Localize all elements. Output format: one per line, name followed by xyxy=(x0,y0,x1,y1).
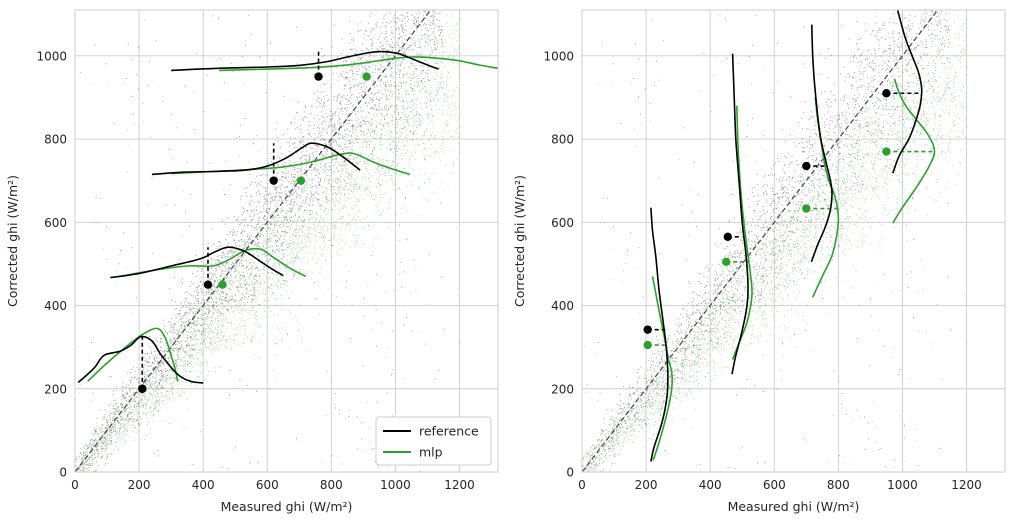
y-tick-label: 600 xyxy=(44,216,67,230)
mlp-bin-marker xyxy=(362,72,371,81)
reference-density-curve xyxy=(77,335,204,384)
legend: reference mlp xyxy=(375,416,492,466)
y-tick-label: 600 xyxy=(551,216,574,230)
reference-density-curve xyxy=(810,24,833,263)
y-tick-label: 800 xyxy=(551,133,574,147)
y-tick-label: 400 xyxy=(551,299,574,313)
legend-mlp-label: mlp xyxy=(419,445,443,460)
reference-bin-marker xyxy=(314,72,323,81)
y-axis-label: Corrected ghi (W/m²) xyxy=(512,175,527,307)
mlp-bin-marker xyxy=(643,340,652,350)
mlp-bin-marker xyxy=(802,204,811,213)
mlp-bin-marker xyxy=(882,147,891,156)
x-tick-label: 1200 xyxy=(951,478,982,492)
reference-density-curve xyxy=(650,207,669,462)
legend-reference-label: reference xyxy=(419,424,479,439)
x-tick-label: 1200 xyxy=(444,478,475,492)
y-tick-label: 0 xyxy=(59,466,67,480)
plot-frame xyxy=(581,9,1006,473)
right-panel: 0 200 400 600 800 1000 1200 0 200 400 600 800 1000 Me… xyxy=(512,9,1006,514)
x-axis-label: Measured ghi (W/m²) xyxy=(221,499,353,514)
x-tick-label: 1000 xyxy=(380,478,411,492)
x-axis-label: Measured ghi (W/m²) xyxy=(728,499,860,514)
reference-scatter xyxy=(582,10,952,472)
mlp-bin-marker xyxy=(296,176,306,185)
mlp-scatter xyxy=(582,12,968,472)
identity-line xyxy=(582,10,939,472)
mlp-density-curve xyxy=(87,327,179,382)
y-tick-label: 800 xyxy=(44,133,67,147)
y-tick-label: 0 xyxy=(566,466,574,480)
y-tick-label: 1000 xyxy=(36,49,67,63)
x-tick-label: 200 xyxy=(128,478,151,492)
density-curves xyxy=(647,10,936,462)
x-tick-label: 400 xyxy=(192,478,215,492)
mlp-density-curve xyxy=(651,276,674,461)
plot-frame xyxy=(74,9,499,473)
x-tick-label: 800 xyxy=(320,478,343,492)
reference-bin-marker xyxy=(802,161,811,171)
density-curves xyxy=(77,50,498,389)
reference-scatter xyxy=(75,10,445,472)
reference-bin-marker xyxy=(269,176,278,185)
reference-density-curve xyxy=(731,53,749,375)
reference-bin-marker xyxy=(643,325,652,334)
mlp-density-curve xyxy=(811,97,840,298)
reference-bin-marker xyxy=(138,384,147,393)
mlp-bin-marker xyxy=(218,280,227,289)
x-tick-label: 200 xyxy=(635,478,658,492)
x-tick-label: 600 xyxy=(763,478,786,492)
x-tick-label: 1000 xyxy=(887,478,918,492)
x-tick-label: 0 xyxy=(71,478,79,492)
y-tick-label: 1000 xyxy=(543,49,574,63)
reference-bin-marker xyxy=(882,89,891,98)
reference-density-curve xyxy=(171,50,439,72)
y-tick-label: 200 xyxy=(44,382,67,396)
x-tick-label: 800 xyxy=(827,478,850,492)
y-axis-label: Corrected ghi (W/m²) xyxy=(5,175,20,307)
x-tick-label: 400 xyxy=(699,478,722,492)
x-tick-label: 600 xyxy=(256,478,279,492)
mlp-density-curve xyxy=(892,78,936,224)
mlp-density-curve xyxy=(219,56,498,72)
mlp-bin-marker xyxy=(722,257,731,267)
mlp-scatter xyxy=(75,12,461,472)
x-tick-label: 0 xyxy=(578,478,586,492)
mlp-density-curve xyxy=(119,247,307,278)
identity-line xyxy=(75,10,432,472)
y-tick-label: 400 xyxy=(44,299,67,313)
left-panel: 0 200 400 600 800 1000 1200 0 200 400 600 800 1000 Me… xyxy=(5,9,499,514)
reference-bin-marker xyxy=(203,280,213,289)
y-tick-label: 200 xyxy=(551,382,574,396)
reference-density-curve xyxy=(892,10,923,174)
reference-density-curve xyxy=(110,246,284,279)
mlp-density-curve xyxy=(731,105,753,360)
reference-density-curve xyxy=(151,142,361,176)
reference-bin-marker xyxy=(723,232,733,242)
